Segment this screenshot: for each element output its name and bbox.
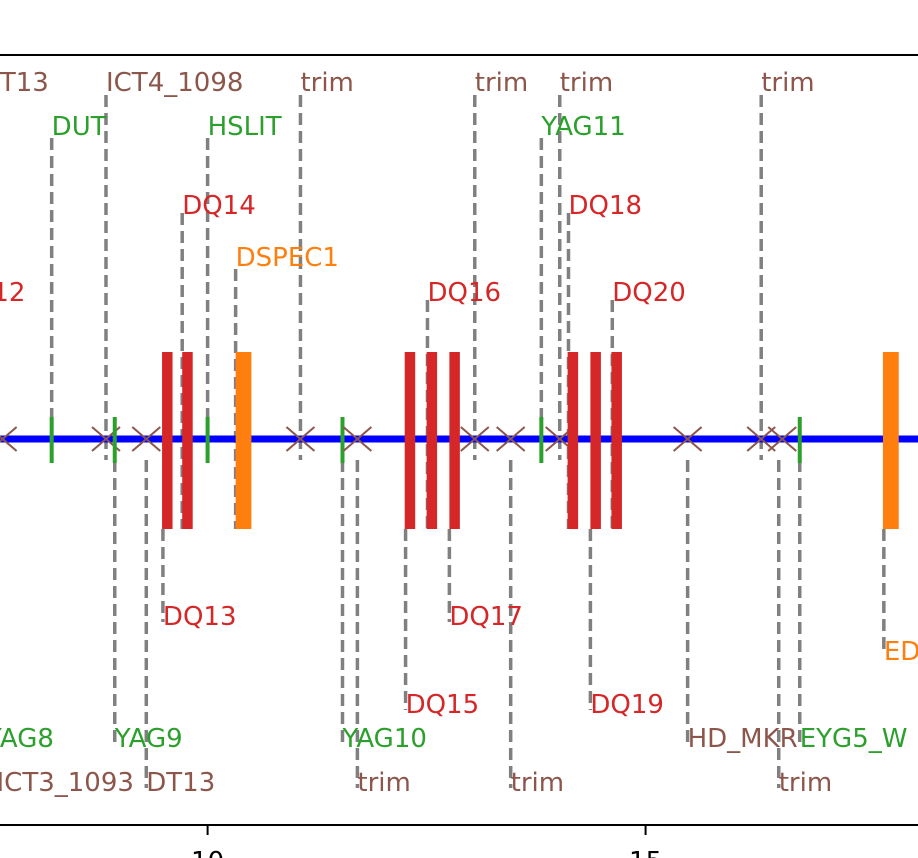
element-label: YAG11: [540, 112, 625, 142]
element-label: DQ15: [406, 690, 480, 720]
element-label: DQ18: [568, 191, 642, 221]
marker-x-icon: [342, 426, 373, 452]
element-label: YAG9: [114, 724, 183, 754]
element-label: trim: [357, 768, 410, 798]
element-label: trim: [761, 68, 814, 98]
element-label: DQ13: [163, 602, 237, 632]
element-label: trim: [511, 768, 564, 798]
element-label: DQ19: [590, 690, 664, 720]
element-label: EYG5_W: [800, 724, 908, 754]
marker-stroke: [767, 426, 797, 452]
element-label: HSLIT: [208, 112, 282, 142]
quad-magnet: [611, 352, 622, 529]
element-label: ICT3_1093: [0, 768, 134, 798]
marker-x-icon: [746, 426, 776, 452]
element-label: YAG10: [341, 724, 426, 754]
marker-x-icon: [496, 426, 526, 452]
quad-magnet: [426, 352, 438, 529]
element-label: DQ17: [449, 602, 523, 632]
quad-magnet: [162, 352, 173, 529]
marker-stroke: [672, 426, 703, 452]
dipole-magnet: [235, 352, 252, 529]
marker-stroke: [496, 426, 526, 452]
element-label: DQ12: [0, 278, 25, 308]
element-label: trim: [560, 68, 613, 98]
quad-magnet: [404, 352, 416, 529]
element-label: YAG8: [0, 724, 54, 754]
quad-magnet: [590, 352, 601, 529]
beamline-elements: [0, 352, 899, 529]
element-label: DT13: [146, 768, 215, 798]
element-label: HD_MKR: [688, 724, 798, 754]
quad-magnet: [182, 352, 193, 529]
marker-stroke: [342, 426, 373, 452]
quad-magnet: [449, 352, 460, 529]
element-label: DQ14: [182, 191, 256, 221]
marker-x-icon: [131, 426, 161, 452]
element-label: DT13: [0, 68, 49, 98]
marker-x-icon: [285, 426, 316, 452]
element-label: trim: [300, 68, 353, 98]
marker-stroke: [460, 426, 490, 452]
marker-x-icon: [767, 426, 797, 452]
x-axis-ticks: 10 15: [191, 825, 662, 858]
marker-stroke: [285, 426, 316, 452]
marker-x-icon: [0, 426, 18, 452]
marker-stroke: [0, 426, 18, 443]
element-label: trim: [475, 68, 528, 98]
element-label: DQ16: [427, 278, 501, 308]
dipole-magnet: [882, 352, 899, 529]
marker-x-icon: [460, 426, 490, 452]
element-label: DQ20: [612, 278, 686, 308]
element-labels: DT13ICT4_1098trimtrimtrimtrimDUTHSLITYAG…: [0, 68, 918, 798]
marker-x-icon: [672, 426, 703, 452]
quad-magnet: [567, 352, 579, 529]
marker-stroke: [131, 426, 161, 452]
x-tick-label: 10: [191, 847, 224, 858]
x-tick-label: 15: [629, 847, 662, 858]
label-guide-lines: [49, 95, 886, 788]
element-label: ED: [884, 637, 918, 667]
element-label: DUT: [52, 112, 107, 142]
element-label: ICT4_1098: [106, 68, 243, 98]
element-label: DSPEC1: [236, 243, 339, 273]
marker-stroke: [746, 426, 776, 452]
element-label: trim: [779, 768, 832, 798]
